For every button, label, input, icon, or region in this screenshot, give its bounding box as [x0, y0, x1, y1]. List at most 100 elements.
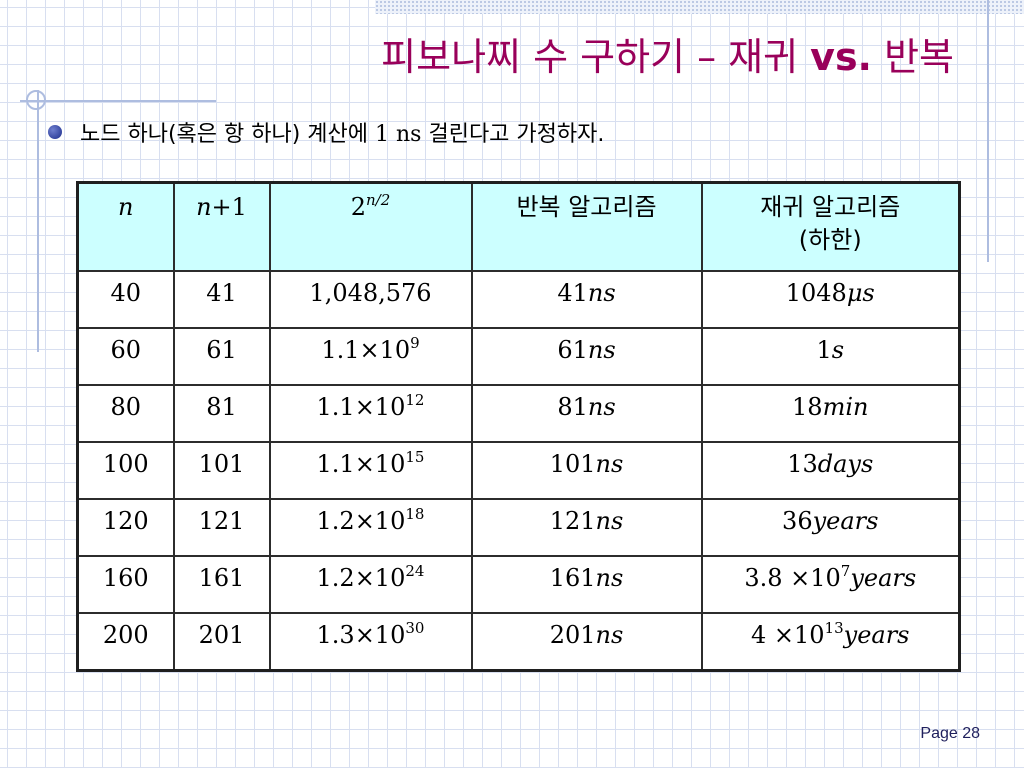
bullet-text: 노드 하나(혹은 항 하나) 계산에 1 ns 걸린다고 가정하자.	[80, 116, 604, 148]
right-decorative-line	[987, 0, 989, 262]
table-row: 80 81 1.1×1012 81ns 18min	[76, 384, 961, 443]
header-recursive-line1: 재귀 알고리즘	[760, 193, 901, 221]
cell-recursive: 1s	[700, 327, 961, 386]
cell-power-base: 1.1×10	[321, 336, 411, 364]
cell-recursive-unit: years	[843, 621, 910, 649]
table-row: 200 201 1.3×1030 201ns 4 ×1013years	[76, 612, 961, 672]
header-iterative: 반복 알고리즘	[470, 181, 703, 272]
cell-iterative-unit: ns	[587, 393, 616, 421]
cell-iterative: 121ns	[470, 498, 703, 557]
cell-power-exp: 9	[410, 334, 420, 352]
cell-n: 60	[76, 327, 175, 386]
bullet-text-part2: 걸린다고 가정하자.	[421, 122, 605, 147]
cell-recursive: 3.8 ×107years	[700, 555, 961, 614]
cell-iterative: 81ns	[470, 384, 703, 443]
cell-iterative-num: 101	[549, 450, 596, 478]
cell-iterative-num: 201	[549, 621, 596, 649]
cell-iterative: 61ns	[470, 327, 703, 386]
left-decorative-line	[20, 100, 216, 102]
bullet-icon	[48, 125, 62, 139]
title-vs: vs.	[810, 35, 872, 79]
cell-iterative-unit: ns	[587, 279, 616, 307]
cell-power-base: 1.2×10	[316, 564, 406, 592]
cell-iterative-unit: ns	[595, 507, 624, 535]
cell-recursive-unit: years	[812, 507, 879, 535]
title-prefix: 피보나찌 수 구하기 – 재귀	[381, 35, 811, 79]
cell-power-exp: 24	[405, 562, 425, 580]
decorative-circle	[26, 90, 46, 110]
cell-recursive: 36years	[700, 498, 961, 557]
cell-power-exp: 18	[405, 505, 425, 523]
cell-power-exp: 15	[405, 448, 425, 466]
table-row: 160 161 1.2×1024 161ns 3.8 ×107years	[76, 555, 961, 614]
cell-n-plus-1: 161	[172, 555, 271, 614]
cell-power-exp: 30	[405, 619, 425, 637]
bullet-item: 노드 하나(혹은 항 하나) 계산에 1 ns 걸린다고 가정하자.	[48, 114, 604, 150]
cell-recursive-unit: s	[831, 336, 845, 364]
table-header-row: n n+1 2n/2 반복 알고리즘 재귀 알고리즘 (하한)	[76, 181, 961, 272]
cell-iterative-unit: ns	[595, 564, 624, 592]
cell-n: 40	[76, 270, 175, 329]
cell-recursive-pre: 18	[792, 393, 823, 421]
cell-recursive: 13days	[700, 441, 961, 500]
table-row: 60 61 1.1×109 61ns 1s	[76, 327, 961, 386]
top-decorative-band	[375, 0, 1024, 14]
cell-iterative-num: 121	[549, 507, 596, 535]
cell-iterative-unit: ns	[595, 450, 624, 478]
cell-n-plus-1: 121	[172, 498, 271, 557]
cell-recursive-pre: 36	[782, 507, 813, 535]
cell-recursive-exp: 13	[824, 619, 844, 637]
cell-iterative: 161ns	[470, 555, 703, 614]
slide-title: 피보나찌 수 구하기 – 재귀 vs. 반복	[0, 26, 1024, 81]
cell-n-plus-1: 81	[172, 384, 271, 443]
cell-n: 120	[76, 498, 175, 557]
cell-iterative-unit: ns	[587, 336, 616, 364]
cell-recursive-unit: min	[822, 393, 869, 421]
cell-power-base: 1.2×10	[316, 507, 406, 535]
cell-recursive-unit: years	[850, 564, 917, 592]
header-n1-var: n	[196, 193, 212, 221]
header-n: n	[76, 181, 175, 272]
cell-recursive-unit: μs	[846, 279, 875, 307]
cell-iterative-num: 81	[557, 393, 588, 421]
left-vertical-decorative-line	[37, 90, 39, 352]
cell-power-base: 1.1×10	[316, 450, 406, 478]
cell-n-plus-1: 61	[172, 327, 271, 386]
cell-iterative-num: 61	[557, 336, 588, 364]
cell-iterative: 201ns	[470, 612, 703, 672]
header-power: 2n/2	[268, 181, 473, 272]
cell-power: 1,048,576	[268, 270, 473, 329]
cell-power: 1.2×1024	[268, 555, 473, 614]
cell-recursive-pre: 13	[787, 450, 818, 478]
cell-power: 1.1×1015	[268, 441, 473, 500]
cell-power-exp: 12	[405, 391, 425, 409]
comparison-table: n n+1 2n/2 반복 알고리즘 재귀 알고리즘 (하한) 40 41 1,048…	[76, 181, 961, 672]
header-recursive: 재귀 알고리즘 (하한)	[700, 181, 961, 272]
cell-power-base: 1.3×10	[316, 621, 406, 649]
cell-n: 80	[76, 384, 175, 443]
title-suffix: 반복	[872, 35, 954, 79]
cell-power: 1.1×109	[268, 327, 473, 386]
cell-power: 1.3×1030	[268, 612, 473, 672]
header-pow-exp: n/2	[366, 191, 391, 209]
header-n-plus-1: n+1	[172, 181, 271, 272]
header-iterative-text: 반복 알고리즘	[516, 193, 657, 221]
cell-recursive-unit: days	[817, 450, 874, 478]
cell-n: 160	[76, 555, 175, 614]
cell-n: 200	[76, 612, 175, 672]
header-n-text: n	[118, 193, 134, 221]
header-recursive-line2: (하한)	[798, 226, 862, 254]
cell-iterative-num: 41	[557, 279, 588, 307]
cell-power: 1.1×1012	[268, 384, 473, 443]
table-row: 120 121 1.2×1018 121ns 36years	[76, 498, 961, 557]
cell-iterative-num: 161	[549, 564, 596, 592]
cell-n-plus-1: 201	[172, 612, 271, 672]
cell-power-base: 1,048,576	[309, 279, 432, 307]
cell-recursive-pre: 4 ×10	[751, 621, 825, 649]
cell-n-plus-1: 101	[172, 441, 271, 500]
table-row: 100 101 1.1×1015 101ns 13days	[76, 441, 961, 500]
cell-iterative: 101ns	[470, 441, 703, 500]
cell-n: 100	[76, 441, 175, 500]
cell-n-plus-1: 41	[172, 270, 271, 329]
bullet-text-part1: 노드 하나(혹은 항 하나) 계산에	[80, 122, 376, 147]
